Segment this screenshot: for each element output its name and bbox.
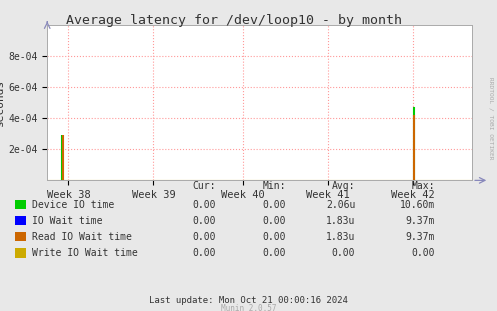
Text: IO Wait time: IO Wait time [32,216,102,226]
Text: 0.00: 0.00 [262,248,286,258]
Text: 0.00: 0.00 [412,248,435,258]
Text: RRDTOOL / TOBI OETIKER: RRDTOOL / TOBI OETIKER [488,77,493,160]
Y-axis label: seconds: seconds [0,79,5,126]
Text: 9.37m: 9.37m [406,216,435,226]
Text: 0.00: 0.00 [193,232,216,242]
Text: 0.00: 0.00 [332,248,355,258]
Text: Max:: Max: [412,181,435,191]
Text: 2.06u: 2.06u [326,200,355,210]
Text: 0.00: 0.00 [193,216,216,226]
Text: Avg:: Avg: [332,181,355,191]
Text: Write IO Wait time: Write IO Wait time [32,248,138,258]
Text: 0.00: 0.00 [193,248,216,258]
Text: 9.37m: 9.37m [406,232,435,242]
Text: 1.83u: 1.83u [326,232,355,242]
Text: Cur:: Cur: [193,181,216,191]
Text: Min:: Min: [262,181,286,191]
Text: Munin 2.0.57: Munin 2.0.57 [221,304,276,311]
Text: 0.00: 0.00 [193,200,216,210]
Text: Read IO Wait time: Read IO Wait time [32,232,132,242]
Text: Last update: Mon Oct 21 00:00:16 2024: Last update: Mon Oct 21 00:00:16 2024 [149,296,348,304]
Text: 0.00: 0.00 [262,200,286,210]
Text: Device IO time: Device IO time [32,200,114,210]
Text: 0.00: 0.00 [262,232,286,242]
Text: Average latency for /dev/loop10 - by month: Average latency for /dev/loop10 - by mon… [66,14,402,27]
Text: 10.60m: 10.60m [400,200,435,210]
Text: 1.83u: 1.83u [326,216,355,226]
Text: 0.00: 0.00 [262,216,286,226]
